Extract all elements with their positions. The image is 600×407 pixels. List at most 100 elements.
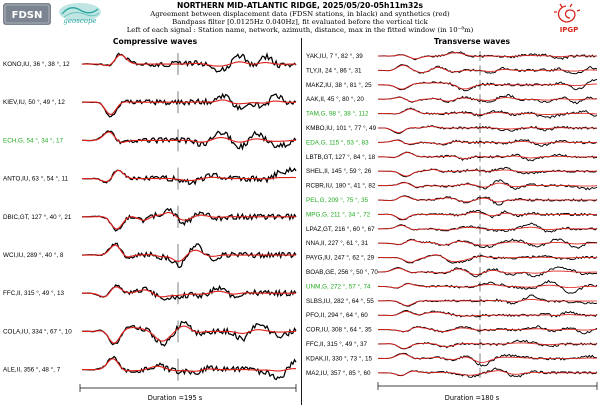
geoscope-logo: geoscope (59, 3, 101, 25)
compressive-station-row: WCI,IU, 289 °, 40 °, 8 (3, 242, 297, 269)
transverse-station-label: FFC,II, 315 °, 49 °, 37 (306, 340, 368, 348)
transverse-synthetic-trace (378, 152, 597, 160)
transverse-synthetic-trace (378, 342, 597, 349)
transverse-station-row: YAK,IU, 7 °, 82 °, 39 (306, 51, 597, 61)
transverse-synthetic-trace (378, 353, 597, 363)
transverse-synthetic-trace (378, 283, 597, 289)
transverse-station-label: LBTB,GT, 127 °, 84 °, 18 (306, 153, 376, 161)
compressive-synthetic-trace (82, 244, 296, 262)
compressive-station-row: COLA,IU, 334 °, 67 °, 10 (3, 320, 297, 347)
transverse-station-row: BOAB,GE, 256 °, 50 °, 70 (306, 266, 598, 278)
transverse-synthetic-trace (378, 370, 597, 376)
compressive-synthetic-trace (82, 325, 296, 344)
transverse-station-label: PEL,G, 209 °, 75 °, 35 (306, 196, 369, 204)
transverse-station-row: TAM,G, 98 °, 38 °, 112 (306, 107, 598, 119)
transverse-data-trace (378, 63, 598, 75)
transverse-synthetic-trace (378, 125, 597, 134)
compressive-station-label: DBIC,GT, 127 °, 40 °, 21 (3, 213, 72, 221)
transverse-station-label: LPAZ,GT, 216 °, 60 °, 67 (306, 225, 375, 233)
transverse-data-trace (378, 166, 598, 178)
transverse-data-trace (378, 325, 598, 335)
transverse-synthetic-trace (378, 82, 597, 90)
compressive-station-row: ECH,G, 54 °, 34 °, 17 (3, 129, 297, 152)
transverse-synthetic-trace (378, 298, 597, 306)
compressive-station-row: KIEV,IU, 50 °, 49 °, 12 (3, 91, 297, 118)
transverse-data-trace (378, 139, 598, 147)
transverse-station-label: UNM,G, 272 °, 57 °, 74 (306, 282, 371, 290)
transverse-station-row: LPAZ,GT, 216 °, 60 °, 67 (306, 222, 598, 234)
transverse-data-trace (378, 51, 597, 61)
compressive-panel-title: Compressive waves (113, 37, 198, 46)
compressive-station-label: ALE,II, 356 °, 48 °, 7 (3, 366, 61, 374)
compressive-data-trace (81, 320, 297, 347)
header-line-3: Left of each signal : Station name, netw… (127, 26, 474, 34)
compressive-station-row: ALE,II, 356 °, 48 °, 7 (3, 355, 297, 381)
transverse-station-row: AAK,II, 45 °, 80 °, 20 (306, 93, 598, 105)
compressive-synthetic-trace (82, 286, 296, 298)
transverse-data-trace (377, 310, 598, 318)
transverse-data-trace (378, 107, 598, 119)
ipgp-logo-text: IPGP (560, 26, 579, 34)
transverse-data-trace (378, 266, 598, 278)
transverse-synthetic-trace (378, 326, 598, 332)
compressive-data-trace (81, 92, 297, 118)
transverse-station-row: SLBS,IU, 282 °, 64 °, 55 (306, 294, 598, 307)
compressive-station-row: FFC,II, 315 °, 49 °, 13 (3, 282, 297, 305)
compressive-station-label: ANTO,IU, 63 °, 54 °, 11 (3, 175, 68, 183)
compressive-data-trace (82, 52, 297, 73)
compressive-station-label: KIEV,IU, 50 °, 49 °, 12 (3, 98, 65, 106)
fdsn-logo-text: FDSN (12, 10, 43, 21)
fdsn-logo: FDSN (3, 3, 51, 25)
transverse-station-label: PFO,II, 294 °, 64 °, 60 (306, 311, 368, 319)
geoscope-logo-text: geoscope (63, 17, 96, 25)
transverse-station-label: BOAB,GE, 256 °, 50 °, 70 (306, 268, 378, 276)
compressive-traces: KONO,IU, 36 °, 38 °, 12 KIEV,IU, 50 °, 49… (3, 52, 297, 381)
compressive-station-label: WCI,IU, 289 °, 40 °, 8 (3, 251, 64, 259)
compressive-data-trace (82, 166, 297, 186)
transverse-station-row: MA2,IU, 357 °, 85 °, 60 (306, 367, 598, 378)
compressive-station-label: FFC,II, 315 °, 49 °, 13 (3, 289, 65, 297)
transverse-synthetic-trace (378, 195, 597, 203)
transverse-station-label: KMBO,IU, 101 °, 77 °, 49 (306, 124, 377, 132)
transverse-synthetic-trace (378, 139, 597, 145)
transverse-station-row: TLY,II, 24 °, 86 °, 31 (306, 63, 598, 76)
transverse-synthetic-trace (378, 267, 597, 275)
compressive-station-label: KONO,IU, 36 °, 38 °, 12 (3, 60, 70, 68)
transverse-station-row: PFO,II, 294 °, 64 °, 60 (306, 310, 598, 321)
transverse-data-trace (378, 294, 598, 307)
transverse-station-row: LBTB,GT, 127 °, 84 °, 18 (306, 151, 598, 162)
transverse-station-label: EDA,G, 115 °, 53 °, 83 (306, 138, 369, 146)
transverse-synthetic-trace (378, 239, 597, 246)
compressive-station-label: COLA,IU, 334 °, 67 °, 10 (3, 327, 72, 335)
compressive-station-row: ANTO,IU, 63 °, 54 °, 11 (3, 166, 297, 190)
compressive-synthetic-trace (82, 212, 296, 230)
transverse-synthetic-trace (378, 182, 598, 188)
transverse-duration-bar (377, 382, 598, 390)
compressive-duration-label: Duration =195 s (148, 394, 203, 402)
transverse-station-label: SLBS,IU, 282 °, 64 °, 55 (306, 297, 374, 305)
transverse-panel-title: Transverse waves (434, 37, 511, 46)
transverse-station-label: SHEL,II, 145 °, 59 °, 26 (306, 167, 372, 175)
transverse-station-row: SHEL,II, 145 °, 59 °, 26 (306, 166, 598, 178)
transverse-station-row: KMBO,IU, 101 °, 77 °, 49 (306, 123, 597, 134)
transverse-data-trace (378, 222, 598, 233)
transverse-station-row: EDA,G, 115 °, 53 °, 83 (306, 137, 598, 148)
transverse-synthetic-trace (378, 310, 597, 317)
transverse-traces: YAK,IU, 7 °, 82 °, 39 TLY,II, 24 °, 86 °,… (306, 51, 598, 378)
transverse-synthetic-trace (378, 254, 597, 263)
transverse-data-trace (378, 352, 598, 367)
transverse-synthetic-trace (378, 64, 598, 73)
transverse-data-trace (378, 125, 597, 134)
transverse-station-label: AAK,II, 45 °, 80 °, 20 (306, 95, 364, 103)
transverse-station-row: MPG,G, 211 °, 34 °, 72 (306, 209, 598, 221)
compressive-synthetic-trace (82, 54, 296, 67)
transverse-station-label: YAK,IU, 7 °, 82 °, 39 (306, 52, 363, 60)
compressive-synthetic-trace (82, 358, 297, 372)
transverse-station-label: TLY,II, 24 °, 86 °, 31 (306, 66, 362, 74)
ipgp-logo: IPGP (554, 3, 581, 34)
transverse-duration-label: Duration =180 s (445, 394, 500, 402)
compressive-synthetic-trace (82, 169, 297, 183)
compressive-duration-bar (79, 384, 297, 392)
transverse-station-row: UNM,G, 272 °, 57 °, 74 (306, 279, 598, 294)
